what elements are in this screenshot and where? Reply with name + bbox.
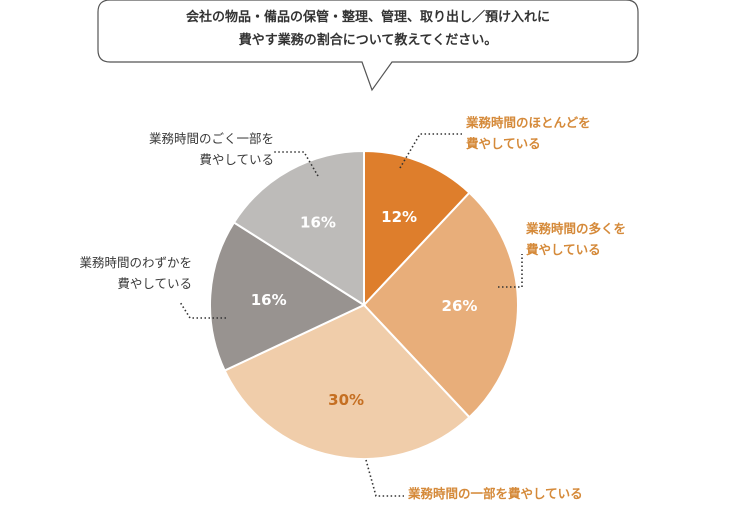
percent-label-slight: 16% [251, 291, 287, 309]
leader-line-most [399, 133, 462, 169]
slice-label-slight: 業務時間のわずかを 費やしている [30, 252, 192, 294]
slice-label-small-part-line2: 費やしている [199, 152, 274, 167]
question-text: 会社の物品・備品の保管・整理、管理、取り出し／預け入れに 費やす業務の割合につい… [100, 6, 636, 52]
slice-label-most: 業務時間のほとんどを 費やしている [466, 112, 591, 154]
percent-labels: 12% 26% 30% 16% 16% [251, 208, 478, 409]
slice-label-slight-line1: 業務時間のわずかを [79, 255, 192, 270]
leader-line-small-part [274, 151, 319, 177]
slice-label-slight-line2: 費やしている [117, 276, 192, 291]
percent-label-most: 12% [381, 208, 417, 226]
question-bubble [97, 0, 639, 92]
leader-lines [179, 133, 523, 497]
percent-label-small-part: 16% [300, 213, 336, 231]
pie-slice-most [363, 149, 471, 308]
question-line-2: 費やす業務の割合について教えてください。 [238, 33, 498, 48]
slice-label-part: 業務時間の一部を費やしている [408, 483, 583, 504]
slice-label-part-line1: 業務時間の一部を費やしている [408, 486, 583, 501]
pie-slice-part [223, 303, 471, 460]
leader-line-slight [179, 301, 226, 319]
slice-label-much: 業務時間の多くを 費やしている [526, 218, 626, 260]
percent-label-part: 30% [328, 391, 364, 409]
slice-label-small-part: 業務時間のごく一部を 費やしている [80, 128, 274, 170]
pie-slice-small-part [232, 149, 365, 307]
slice-label-much-line1: 業務時間の多くを [526, 221, 627, 236]
question-line-1: 会社の物品・備品の保管・整理、管理、取り出し／預け入れに [185, 10, 550, 25]
slice-label-much-line2: 費やしている [526, 242, 601, 257]
leader-line-much [498, 254, 523, 288]
slice-label-most-line2: 費やしている [466, 136, 541, 151]
slice-label-most-line1: 業務時間のほとんどを [466, 115, 591, 130]
pie-slice-much [362, 191, 519, 419]
percent-label-much: 26% [442, 297, 478, 315]
pie-slices [209, 149, 519, 460]
slice-label-small-part-line1: 業務時間のごく一部を [148, 131, 274, 146]
pie-slice-slight [209, 221, 367, 372]
leader-line-part [365, 459, 404, 497]
